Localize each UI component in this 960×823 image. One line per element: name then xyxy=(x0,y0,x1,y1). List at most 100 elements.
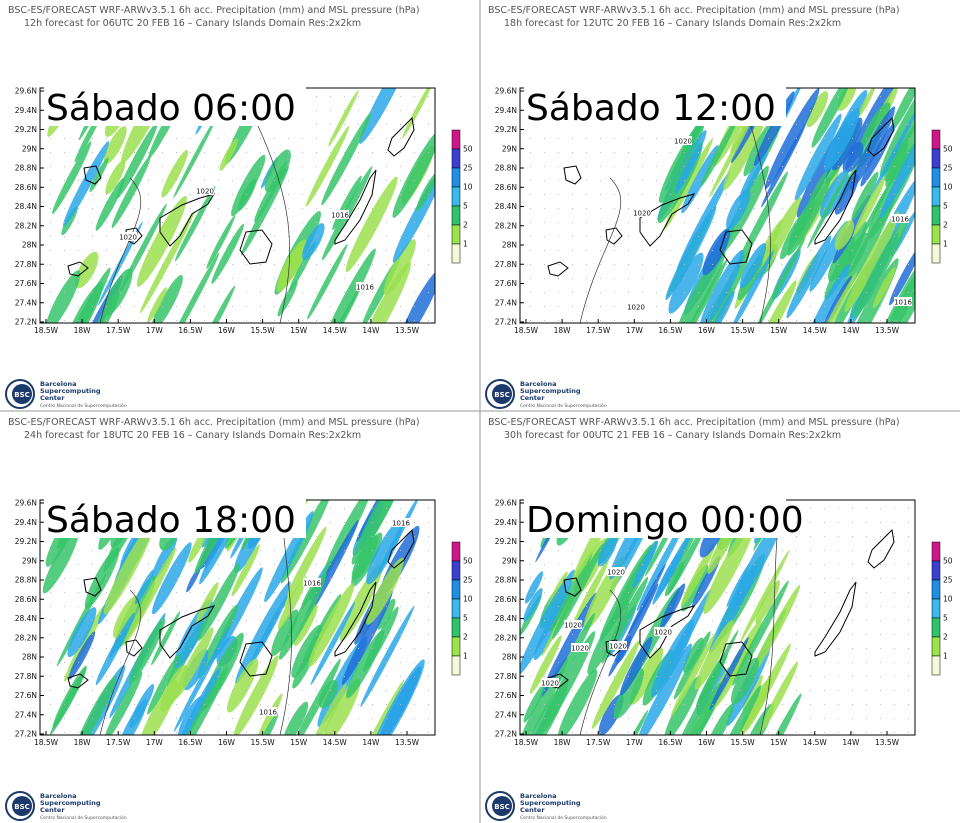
grid-dot xyxy=(810,704,811,705)
grid-dot xyxy=(120,606,121,607)
grid-dot xyxy=(232,264,233,265)
rain-streak xyxy=(711,685,762,735)
grid-dot xyxy=(628,620,629,621)
grid-dot xyxy=(50,564,51,565)
lat-tick-label: 29.2N xyxy=(15,537,37,546)
grid-dot xyxy=(530,250,531,251)
grid-dot xyxy=(670,592,671,593)
lat-tick-label: 28.6N xyxy=(495,183,517,192)
grid-dot xyxy=(866,606,867,607)
grid-dot xyxy=(712,718,713,719)
grid-dot xyxy=(880,96,881,97)
grid-dot xyxy=(414,732,415,733)
grid-dot xyxy=(92,292,93,293)
lon-tick-label: 18.5W xyxy=(514,738,539,747)
rain-streak xyxy=(290,658,341,735)
grid-dot xyxy=(204,152,205,153)
grid-dot xyxy=(838,662,839,663)
rain-streak xyxy=(320,248,376,323)
rain-streak xyxy=(658,120,705,203)
grid-dot xyxy=(880,166,881,167)
grid-dot xyxy=(670,648,671,649)
grid-dot xyxy=(754,732,755,733)
rain-streak xyxy=(345,176,398,273)
grid-dot xyxy=(106,236,107,237)
grid-dot xyxy=(782,264,783,265)
grid-dot xyxy=(740,578,741,579)
grid-dot xyxy=(400,264,401,265)
grid-dot xyxy=(796,718,797,719)
grid-dot xyxy=(586,550,587,551)
grid-dot xyxy=(414,578,415,579)
grid-dot xyxy=(218,264,219,265)
rain-streak xyxy=(879,114,915,219)
grid-dot xyxy=(106,550,107,551)
grid-dot xyxy=(866,152,867,153)
logo-text: Barcelona xyxy=(40,380,77,388)
grid-dot xyxy=(894,690,895,691)
grid-dot xyxy=(428,592,429,593)
grid-dot xyxy=(106,222,107,223)
grid-dot xyxy=(684,306,685,307)
grid-dot xyxy=(600,606,601,607)
legend-swatch xyxy=(931,617,941,638)
grid-dot xyxy=(544,690,545,691)
grid-dot xyxy=(754,578,755,579)
grid-dot xyxy=(824,250,825,251)
grid-dot xyxy=(204,690,205,691)
grid-dot xyxy=(684,662,685,663)
grid-dot xyxy=(852,110,853,111)
lon-tick-label: 14W xyxy=(842,326,860,335)
grid-dot xyxy=(50,606,51,607)
lat-tick-label: 28.8N xyxy=(15,164,37,173)
grid-dot xyxy=(400,222,401,223)
legend-label: 50 xyxy=(463,145,473,154)
grid-dot xyxy=(106,194,107,195)
grid-dot xyxy=(64,606,65,607)
grid-dot xyxy=(218,306,219,307)
grid-dot xyxy=(316,704,317,705)
legend-label: 5 xyxy=(943,202,948,211)
island-outline xyxy=(867,528,895,569)
grid-dot xyxy=(246,676,247,677)
grid-dot xyxy=(288,718,289,719)
grid-dot xyxy=(106,620,107,621)
grid-dot xyxy=(246,180,247,181)
grid-dot xyxy=(428,250,429,251)
grid-dot xyxy=(544,620,545,621)
grid-dot xyxy=(246,648,247,649)
grid-dot xyxy=(866,250,867,251)
grid-dot xyxy=(838,264,839,265)
grid-dot xyxy=(614,236,615,237)
grid-dot xyxy=(866,208,867,209)
grid-dot xyxy=(530,320,531,321)
grid-dot xyxy=(628,648,629,649)
grid-dot xyxy=(600,676,601,677)
grid-dot xyxy=(400,110,401,111)
grid-dot xyxy=(358,292,359,293)
grid-dot xyxy=(288,138,289,139)
grid-dot xyxy=(428,690,429,691)
rain-streak xyxy=(834,220,855,250)
rain-streak xyxy=(323,500,372,576)
grid-dot xyxy=(894,278,895,279)
grid-dot xyxy=(614,592,615,593)
grid-dot xyxy=(106,278,107,279)
grid-dot xyxy=(274,208,275,209)
grid-dot xyxy=(530,648,531,649)
grid-dot xyxy=(810,592,811,593)
grid-dot xyxy=(148,704,149,705)
grid-dot xyxy=(106,320,107,321)
grid-dot xyxy=(400,208,401,209)
grid-dot xyxy=(120,152,121,153)
grid-dot xyxy=(628,690,629,691)
grid-dot xyxy=(92,250,93,251)
grid-dot xyxy=(204,662,205,663)
grid-dot xyxy=(288,592,289,593)
grid-dot xyxy=(386,592,387,593)
grid-dot xyxy=(530,732,531,733)
grid-dot xyxy=(232,620,233,621)
grid-dot xyxy=(232,180,233,181)
grid-dot xyxy=(92,690,93,691)
grid-dot xyxy=(852,306,853,307)
